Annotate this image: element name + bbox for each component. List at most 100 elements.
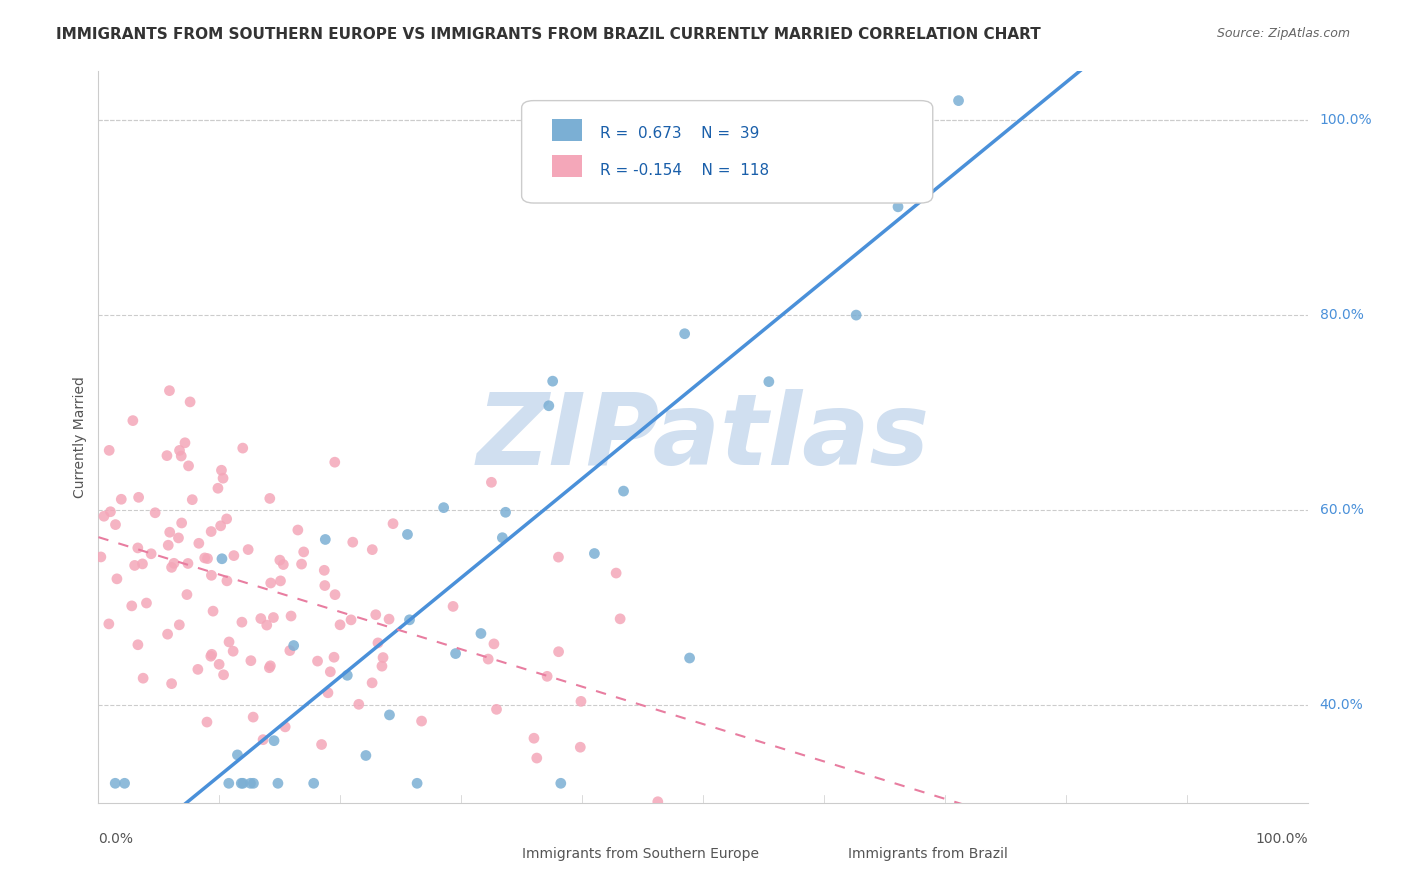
Text: R =  0.673    N =  39: R = 0.673 N = 39 bbox=[600, 126, 759, 141]
Immigrants from Brazil bbox=[361, 542, 384, 557]
Immigrants from Southern Europe bbox=[678, 651, 700, 665]
Immigrants from Southern Europe bbox=[583, 547, 606, 561]
Immigrants from Brazil bbox=[128, 491, 150, 505]
Immigrants from Brazil bbox=[104, 517, 127, 532]
Immigrants from Brazil bbox=[127, 638, 149, 652]
Immigrants from Brazil bbox=[536, 669, 558, 683]
Immigrants from Southern Europe bbox=[398, 613, 420, 627]
Immigrants from Southern Europe bbox=[541, 374, 564, 388]
Immigrants from Brazil bbox=[569, 694, 592, 708]
Immigrants from Brazil bbox=[280, 609, 302, 624]
Text: Immigrants from Southern Europe: Immigrants from Southern Europe bbox=[522, 847, 759, 861]
Immigrants from Brazil bbox=[121, 599, 143, 613]
Text: 100.0%: 100.0% bbox=[1256, 832, 1308, 846]
Immigrants from Southern Europe bbox=[302, 776, 325, 790]
Text: ZIPatlas: ZIPatlas bbox=[477, 389, 929, 485]
Immigrants from Southern Europe bbox=[211, 551, 233, 566]
Immigrants from Brazil bbox=[477, 652, 499, 666]
Immigrants from Brazil bbox=[156, 449, 179, 463]
Immigrants from Southern Europe bbox=[758, 375, 780, 389]
Immigrants from Brazil bbox=[212, 667, 235, 681]
Immigrants from Southern Europe bbox=[231, 776, 253, 790]
Immigrants from Brazil bbox=[259, 661, 281, 675]
Immigrants from Southern Europe bbox=[834, 155, 856, 169]
Immigrants from Brazil bbox=[141, 547, 163, 561]
Immigrants from Brazil bbox=[170, 449, 193, 463]
Immigrants from Brazil bbox=[290, 557, 312, 571]
Immigrants from Brazil bbox=[371, 650, 394, 665]
Immigrants from Brazil bbox=[340, 613, 363, 627]
Immigrants from Brazil bbox=[371, 659, 394, 673]
Immigrants from Brazil bbox=[135, 596, 157, 610]
Immigrants from Brazil bbox=[212, 471, 235, 485]
Immigrants from Brazil bbox=[208, 657, 231, 672]
Immigrants from Brazil bbox=[485, 702, 508, 716]
Immigrants from Brazil bbox=[131, 557, 153, 571]
Immigrants from Brazil bbox=[222, 644, 245, 658]
Immigrants from Brazil bbox=[100, 505, 122, 519]
Immigrants from Brazil bbox=[364, 607, 387, 622]
Immigrants from Brazil bbox=[260, 576, 283, 591]
Text: 0.0%: 0.0% bbox=[98, 832, 134, 846]
Text: IMMIGRANTS FROM SOUTHERN EUROPE VS IMMIGRANTS FROM BRAZIL CURRENTLY MARRIED CORR: IMMIGRANTS FROM SOUTHERN EUROPE VS IMMIG… bbox=[56, 27, 1040, 42]
Immigrants from Brazil bbox=[249, 611, 271, 625]
Immigrants from Brazil bbox=[124, 558, 146, 573]
Immigrants from Brazil bbox=[157, 538, 180, 552]
Immigrants from Brazil bbox=[262, 610, 284, 624]
Immigrants from Brazil bbox=[274, 720, 297, 734]
Immigrants from Southern Europe bbox=[612, 484, 634, 499]
Immigrants from Brazil bbox=[90, 549, 112, 564]
Immigrants from Brazil bbox=[215, 512, 238, 526]
Immigrants from Southern Europe bbox=[242, 776, 264, 790]
Immigrants from Brazil bbox=[170, 516, 193, 530]
FancyBboxPatch shape bbox=[479, 826, 509, 845]
Immigrants from Southern Europe bbox=[444, 647, 467, 661]
Immigrants from Brazil bbox=[526, 751, 548, 765]
Immigrants from Brazil bbox=[169, 617, 191, 632]
Immigrants from Brazil bbox=[98, 443, 121, 458]
Immigrants from Brazil bbox=[314, 578, 336, 592]
Immigrants from Brazil bbox=[647, 795, 669, 809]
Immigrants from Brazil bbox=[307, 654, 329, 668]
Immigrants from Brazil bbox=[200, 568, 222, 582]
Immigrants from Brazil bbox=[609, 612, 631, 626]
Immigrants from Southern Europe bbox=[406, 776, 429, 790]
Immigrants from Brazil bbox=[197, 551, 219, 566]
Immigrants from Brazil bbox=[323, 455, 346, 469]
Immigrants from Brazil bbox=[143, 506, 166, 520]
Immigrants from Brazil bbox=[177, 458, 200, 473]
Immigrants from Brazil bbox=[215, 574, 238, 588]
Text: Source: ZipAtlas.com: Source: ZipAtlas.com bbox=[1216, 27, 1350, 40]
Immigrants from Southern Europe bbox=[232, 776, 254, 790]
Immigrants from Brazil bbox=[269, 574, 291, 588]
Immigrants from Southern Europe bbox=[887, 200, 910, 214]
Immigrants from Brazil bbox=[256, 618, 278, 632]
Immigrants from Brazil bbox=[181, 492, 204, 507]
Text: 80.0%: 80.0% bbox=[1320, 308, 1364, 322]
Immigrants from Brazil bbox=[547, 550, 569, 565]
Immigrants from Southern Europe bbox=[218, 776, 240, 790]
Immigrants from Brazil bbox=[207, 481, 229, 495]
Immigrants from Southern Europe bbox=[799, 146, 821, 161]
Immigrants from Brazil bbox=[242, 710, 264, 724]
Immigrants from Brazil bbox=[187, 536, 209, 550]
Immigrants from Brazil bbox=[156, 627, 179, 641]
Immigrants from Brazil bbox=[222, 549, 245, 563]
FancyBboxPatch shape bbox=[551, 119, 582, 141]
Immigrants from Brazil bbox=[179, 395, 201, 409]
Immigrants from Brazil bbox=[110, 492, 132, 507]
Immigrants from Brazil bbox=[569, 740, 592, 755]
Immigrants from Brazil bbox=[232, 441, 254, 455]
FancyBboxPatch shape bbox=[806, 826, 837, 845]
Immigrants from Brazil bbox=[169, 443, 191, 458]
Immigrants from Brazil bbox=[482, 637, 505, 651]
Immigrants from Brazil bbox=[238, 542, 260, 557]
Immigrants from Brazil bbox=[441, 599, 464, 614]
Immigrants from Southern Europe bbox=[673, 326, 696, 341]
Immigrants from Southern Europe bbox=[314, 533, 336, 547]
Immigrants from Southern Europe bbox=[104, 776, 127, 790]
Immigrants from Southern Europe bbox=[845, 308, 868, 322]
Immigrants from Brazil bbox=[200, 524, 222, 539]
Immigrants from Southern Europe bbox=[948, 94, 970, 108]
Immigrants from Brazil bbox=[194, 550, 217, 565]
